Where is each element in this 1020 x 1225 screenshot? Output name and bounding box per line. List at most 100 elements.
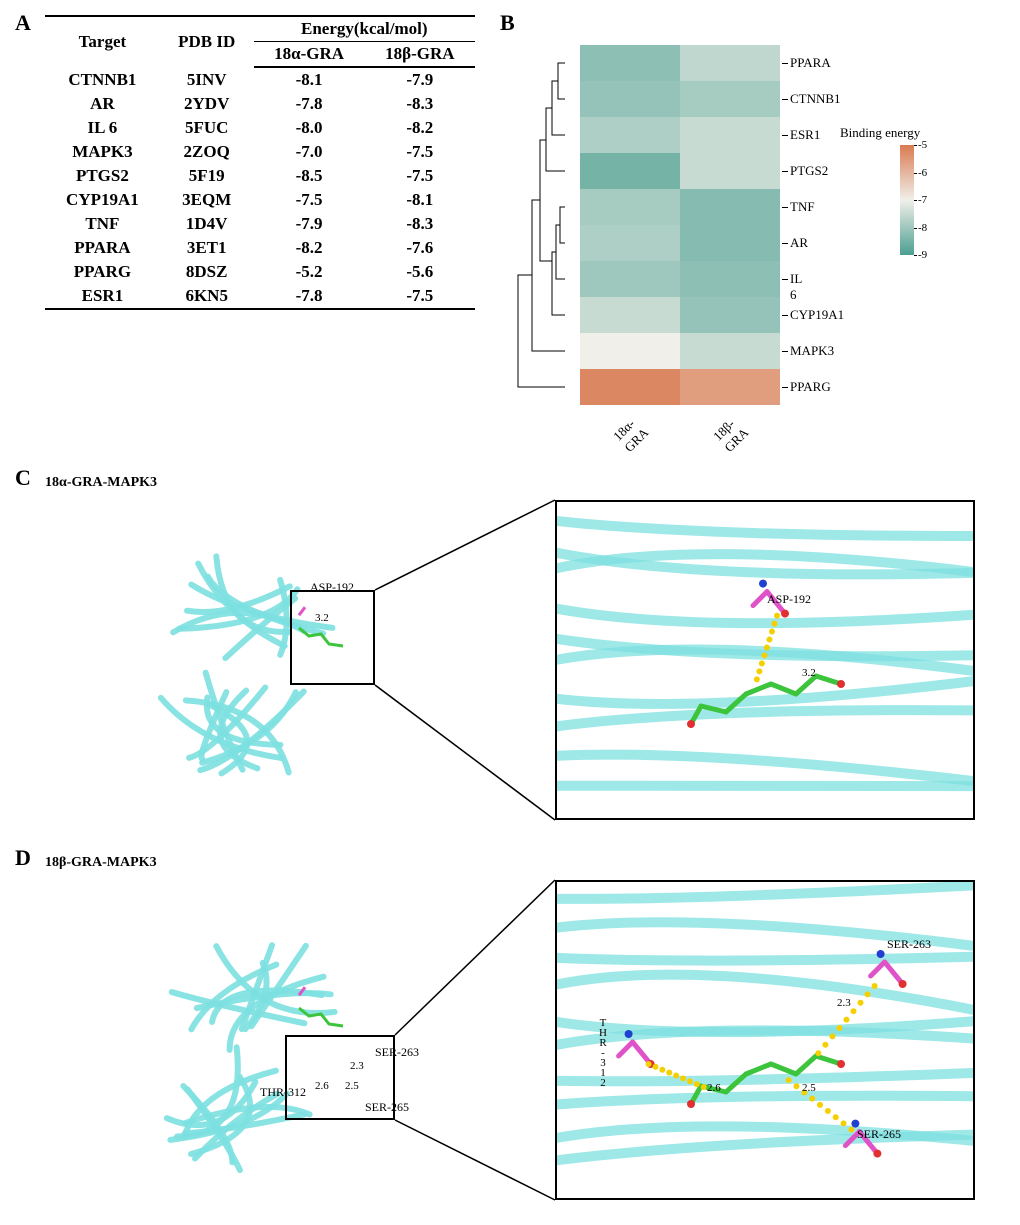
cell-pdb: 8DSZ: [160, 260, 254, 284]
heatmap-cell: [680, 153, 780, 189]
cell-a: -7.0: [254, 140, 365, 164]
cell-pdb: 5F19: [160, 164, 254, 188]
distance-label: 2.6: [707, 1082, 721, 1094]
heatmap-row-label: PTGS2: [790, 163, 828, 179]
panel-c-zoom: ASP-1923.2: [555, 500, 975, 820]
cell-pdb: 1D4V: [160, 212, 254, 236]
heatmap-row-label: IL 6: [790, 271, 802, 303]
legend-title: Binding energy: [840, 125, 920, 141]
cell-target: CTNNB1: [45, 67, 160, 92]
legend-tick: -7: [918, 194, 927, 206]
heatmap-cell: [580, 45, 680, 81]
cell-b: -8.2: [365, 116, 475, 140]
legend-tick: -6: [918, 167, 927, 179]
cell-target: ESR1: [45, 284, 160, 309]
table-row: ESR16KN5-7.8-7.5: [45, 284, 475, 309]
cell-a: -7.9: [254, 212, 365, 236]
legend-bar: -5-6-7-8-9: [900, 145, 914, 255]
heatmap-cell: [680, 225, 780, 261]
th-target: Target: [45, 16, 160, 67]
heatmap-row-label: CYP19A1: [790, 307, 844, 323]
cell-target: PPARA: [45, 236, 160, 260]
table-row: MAPK32ZOQ-7.0-7.5: [45, 140, 475, 164]
legend-tick: -8: [918, 222, 927, 234]
distance-label: 2.5: [802, 1082, 816, 1094]
heatmap-cell: [580, 333, 680, 369]
panel-c: 18α-GRA-MAPK3 ASP-1923.2 ASP-1923.2: [15, 475, 1005, 845]
heatmap-cell: [680, 261, 780, 297]
heatmap-row-label: AR: [790, 235, 808, 251]
table-row: CTNNB15INV-8.1-7.9: [45, 67, 475, 92]
th-beta: 18β-GRA: [365, 42, 475, 68]
legend-tick: -5: [918, 139, 927, 151]
cell-b: -7.5: [365, 284, 475, 309]
heatmap-cell: [580, 297, 680, 333]
heatmap-cell: [680, 369, 780, 405]
distance-label: 2.3: [837, 997, 851, 1009]
figure-root: A Target PDB ID Energy(kcal/mol) 18α-GRA…: [10, 10, 1010, 1202]
cell-pdb: 3ET1: [160, 236, 254, 260]
cell-a: -8.5: [254, 164, 365, 188]
protein-zoom-icon: [557, 882, 975, 1200]
cell-pdb: 5FUC: [160, 116, 254, 140]
panel-d-zoom: SER-263 THR-312 SER-265 2.3 2.5 2.6: [555, 880, 975, 1200]
heatmap-row-label: CTNNB1: [790, 91, 841, 107]
cell-pdb: 6KN5: [160, 284, 254, 309]
cell-a: -5.2: [254, 260, 365, 284]
cell-target: MAPK3: [45, 140, 160, 164]
cell-a: -7.5: [254, 188, 365, 212]
heatmap-row-label: ESR1: [790, 127, 820, 143]
heatmap-cell: [580, 153, 680, 189]
cell-a: -8.2: [254, 236, 365, 260]
table-row: PPARG8DSZ-5.2-5.6: [45, 260, 475, 284]
heatmap-cell: [580, 261, 680, 297]
residue-label: SER-263: [887, 937, 931, 952]
cell-target: IL 6: [45, 116, 160, 140]
panel-d: 18β-GRA-MAPK3 SER-263THR-312SER-2652.32.…: [15, 855, 1005, 1225]
heatmap-cell: [580, 189, 680, 225]
heatmap-row-label: PPARA: [790, 55, 831, 71]
energy-table: Target PDB ID Energy(kcal/mol) 18α-GRA 1…: [45, 15, 475, 310]
cell-b: -7.6: [365, 236, 475, 260]
heatmap-row-label: MAPK3: [790, 343, 834, 359]
cell-b: -7.5: [365, 140, 475, 164]
table-row: TNF1D4V-7.9-8.3: [45, 212, 475, 236]
heatmap-cell: [680, 297, 780, 333]
cell-b: -8.3: [365, 212, 475, 236]
panel-b: PPARACTNNB1ESR1PTGS2TNFARIL 6CYP19A1MAPK…: [500, 15, 1010, 445]
th-alpha: 18α-GRA: [254, 42, 365, 68]
cell-b: -7.5: [365, 164, 475, 188]
table-row: IL 65FUC-8.0-8.2: [45, 116, 475, 140]
cell-b: -8.3: [365, 92, 475, 116]
heatmap-col-label: 18α-GRA: [610, 414, 652, 456]
residue-label: SER-265: [857, 1127, 901, 1142]
cell-b: -8.1: [365, 188, 475, 212]
table-row: CYP19A13EQM-7.5-8.1: [45, 188, 475, 212]
th-energy: Energy(kcal/mol): [254, 16, 475, 42]
residue-label: THR-312: [597, 1017, 609, 1087]
cell-target: PTGS2: [45, 164, 160, 188]
cell-a: -7.8: [254, 284, 365, 309]
heatmap-cell: [680, 333, 780, 369]
cell-b: -7.9: [365, 67, 475, 92]
heatmap-legend: Binding energy -5-6-7-8-9: [900, 145, 1000, 255]
heatmap-cell: [680, 189, 780, 225]
legend-tick: -9: [918, 249, 927, 261]
cell-pdb: 2ZOQ: [160, 140, 254, 164]
cell-target: TNF: [45, 212, 160, 236]
heatmap-row-label: PPARG: [790, 379, 831, 395]
panel-a: Target PDB ID Energy(kcal/mol) 18α-GRA 1…: [15, 15, 485, 310]
residue-label: ASP-192: [767, 592, 811, 607]
cell-target: AR: [45, 92, 160, 116]
heatmap-cell: [580, 225, 680, 261]
energy-table-body: CTNNB15INV-8.1-7.9AR2YDV-7.8-8.3IL 65FUC…: [45, 67, 475, 309]
th-pdb: PDB ID: [160, 16, 254, 67]
dendrogram: [510, 45, 580, 405]
heatmap-cell: [680, 45, 780, 81]
cell-a: -8.1: [254, 67, 365, 92]
cell-b: -5.6: [365, 260, 475, 284]
heatmap-cell: [580, 81, 680, 117]
heatmap-cell: [580, 117, 680, 153]
table-row: PPARA3ET1-8.2-7.6: [45, 236, 475, 260]
cell-a: -8.0: [254, 116, 365, 140]
